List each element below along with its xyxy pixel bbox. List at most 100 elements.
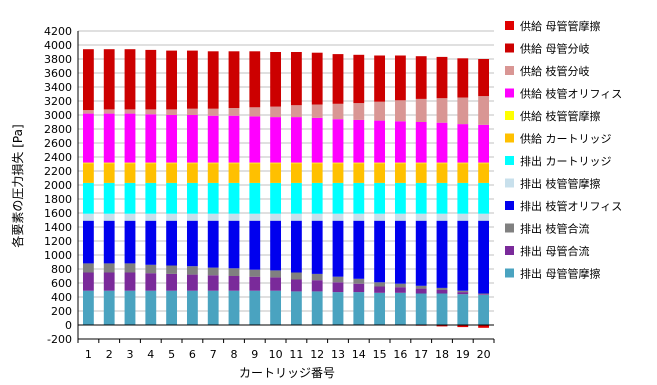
x-tick-label: 3 xyxy=(127,348,134,361)
bar-segment xyxy=(145,109,157,115)
bar-segment xyxy=(457,163,469,183)
bar-segment xyxy=(186,220,198,267)
bar-segment xyxy=(290,182,302,214)
legend-label: 供給 母管管摩擦 xyxy=(520,19,601,33)
bar-segment xyxy=(82,163,94,183)
bar-segment xyxy=(478,294,490,325)
bar-segment xyxy=(353,283,365,293)
bar-segment xyxy=(166,182,178,214)
legend-swatch xyxy=(505,66,514,75)
legend-label: 供給 カートリッジ xyxy=(520,132,612,146)
bar-segment xyxy=(415,56,427,99)
bar-segment xyxy=(478,59,490,97)
bar-segment xyxy=(311,273,323,281)
x-tick-label: 2 xyxy=(106,348,113,361)
bar-segment xyxy=(207,267,219,276)
legend-label: 排出 カートリッジ xyxy=(520,154,612,168)
legend-label: 供給 枝管分岐 xyxy=(520,64,590,78)
bar-segment xyxy=(228,51,240,108)
bar-segment xyxy=(436,182,448,214)
x-tick-label: 11 xyxy=(289,348,303,361)
bar-segment xyxy=(186,266,198,275)
bar-segment xyxy=(207,220,219,268)
bar-segment xyxy=(457,290,469,293)
bar-segment xyxy=(207,182,219,214)
y-tick-label: 4200 xyxy=(44,25,72,38)
bar-segment xyxy=(82,220,94,264)
bar-segment xyxy=(186,108,198,115)
bar-segment xyxy=(82,272,94,291)
bar-segment xyxy=(394,220,406,284)
bar-segment xyxy=(457,162,469,164)
bar-segment xyxy=(436,287,448,290)
bar-segment xyxy=(124,49,136,110)
bar-segment xyxy=(394,100,406,122)
bar-segment xyxy=(249,116,261,163)
x-tick-label: 19 xyxy=(456,348,470,361)
bar-segment xyxy=(478,213,490,221)
bar-segment xyxy=(374,282,386,287)
bar-segment xyxy=(124,272,136,291)
y-tick-label: 600 xyxy=(51,277,72,290)
bar-segment xyxy=(82,49,94,111)
bar-segment xyxy=(415,293,427,325)
bar-segment xyxy=(207,290,219,325)
bar-segment xyxy=(353,119,365,163)
bar-segment xyxy=(394,55,406,101)
bar-segment xyxy=(270,277,282,291)
bar-segment xyxy=(394,162,406,164)
bar-segment xyxy=(457,292,469,295)
bar-segment xyxy=(228,108,240,116)
bar-segment xyxy=(270,106,282,118)
bar-segment xyxy=(249,51,261,108)
bar-segment xyxy=(82,110,94,114)
bar-segment xyxy=(353,103,365,120)
bar-segment xyxy=(311,220,323,274)
legend-label: 排出 枝管合流 xyxy=(520,222,590,236)
bar-segment xyxy=(166,50,178,110)
bar-segment xyxy=(394,182,406,214)
y-tick-label: 400 xyxy=(51,291,72,304)
bar-segment xyxy=(270,163,282,183)
bar-segment xyxy=(228,115,240,163)
bar-segment xyxy=(228,213,240,221)
bar-segment xyxy=(124,113,136,163)
bar-segment xyxy=(82,162,94,164)
bar-segment xyxy=(270,52,282,107)
x-axis-title: カートリッジ番号 xyxy=(239,366,335,380)
bar-segment xyxy=(145,114,157,163)
y-tick-label: 0 xyxy=(65,319,72,332)
bar-segment-negative xyxy=(478,325,490,328)
bar-segment xyxy=(82,263,94,273)
bar-segment xyxy=(457,58,469,98)
bar-segment xyxy=(103,113,115,163)
bar-segment xyxy=(394,213,406,221)
bar-segment xyxy=(186,182,198,214)
bar-segment xyxy=(82,290,94,325)
bar-segment xyxy=(124,162,136,164)
bar-segment xyxy=(186,163,198,183)
legend-swatch xyxy=(505,21,514,30)
bar-segment xyxy=(394,287,406,293)
bar-segment xyxy=(103,272,115,291)
legend-swatch xyxy=(505,223,514,233)
bar-segment xyxy=(124,109,136,114)
bar-segment xyxy=(207,163,219,183)
y-tick-label: 1000 xyxy=(44,249,72,262)
bar-segment xyxy=(186,115,198,163)
bar-segment xyxy=(145,290,157,325)
bar-segment xyxy=(478,162,490,164)
bar-segment xyxy=(124,263,136,273)
bar-segment xyxy=(332,213,344,221)
bar-segment xyxy=(145,163,157,183)
bar-segment xyxy=(457,182,469,214)
bar-segment xyxy=(478,163,490,183)
bar-segment xyxy=(478,294,490,295)
bar-segment xyxy=(353,213,365,221)
bar-segment xyxy=(145,182,157,214)
bar-segment xyxy=(82,213,94,221)
bar-segment xyxy=(478,182,490,214)
y-tick-label: 3600 xyxy=(44,67,72,80)
bar-segment xyxy=(207,213,219,221)
